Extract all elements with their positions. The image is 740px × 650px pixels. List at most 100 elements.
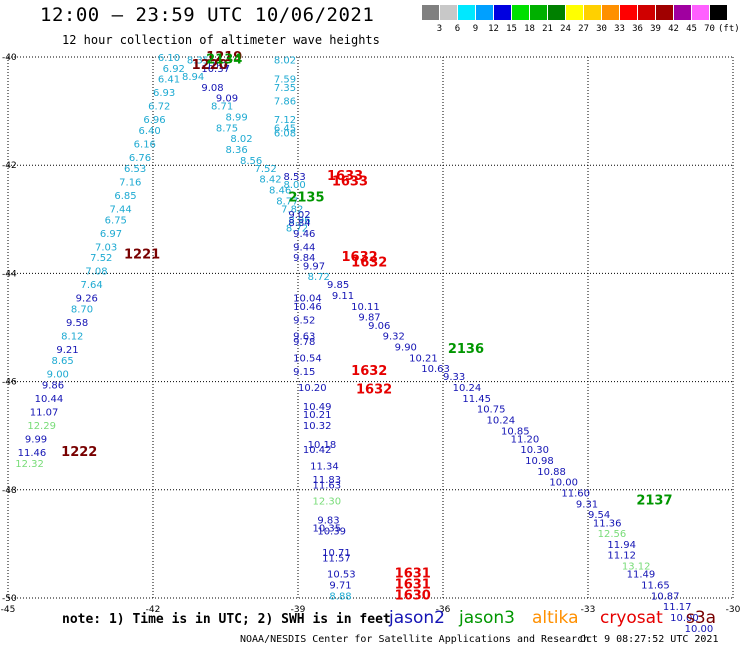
wave-height-label: 10.24: [453, 383, 482, 394]
wave-height-label: 10.30: [520, 445, 549, 456]
wave-height-label: 8.42: [259, 175, 281, 186]
wave-height-label: 7.59: [274, 75, 296, 86]
pass-time-label: 2136: [448, 342, 484, 357]
wave-height-label: 7.44: [110, 204, 132, 215]
wave-height-label: 10.54: [293, 353, 322, 364]
page-subtitle: 12 hour collection of altimeter wave hei…: [62, 33, 380, 47]
scale-swatch: [422, 5, 439, 20]
legend-item-jason3: jason3: [459, 608, 515, 628]
wave-height-label: 11.83: [313, 475, 342, 486]
scale-swatch: [530, 5, 547, 20]
wave-height-label: 8.77: [276, 196, 298, 207]
wave-height-label: 11.34: [310, 461, 339, 472]
wave-height-label: 6.53: [124, 164, 146, 175]
lon-tick-label: -36: [436, 605, 451, 615]
wave-height-label: 7.64: [81, 280, 103, 291]
wave-height-label: 8.72: [286, 223, 308, 234]
wave-height-label: 7.08: [85, 267, 107, 278]
wave-height-label: 9.99: [25, 434, 47, 445]
lon-tick-label: -42: [146, 605, 161, 615]
wave-height-label: 10.53: [327, 570, 356, 581]
scale-swatch: [566, 5, 583, 20]
wave-height-label: 9.33: [443, 372, 465, 383]
page-title: 12:00 — 23:59 UTC 10/06/2021: [40, 4, 375, 26]
wave-height-label: 10.00: [670, 613, 699, 624]
scale-swatch: [584, 5, 601, 20]
wave-height-label: 11.57: [322, 553, 351, 564]
wave-height-label: 8.02: [274, 56, 296, 67]
scale-label: 39: [650, 24, 661, 34]
wave-height-label: 8.94: [182, 72, 204, 83]
lat-tick-label: -44: [2, 269, 17, 279]
wave-height-label: 8.46: [269, 186, 291, 197]
credit-line: NOAA/NESDIS Center for Satellite Applica…: [240, 634, 590, 645]
scale-swatch: [476, 5, 493, 20]
wave-height-label: 10.98: [525, 456, 554, 467]
wave-height-label: 11.20: [511, 434, 540, 445]
pass-time-label: 1633: [327, 169, 363, 184]
wave-height-label: 6.76: [129, 153, 151, 164]
wave-height-label: 7.52: [255, 164, 277, 175]
wave-height-label: 10.21: [303, 410, 332, 421]
wave-height-label: 6.85: [114, 191, 136, 202]
wave-height-label: 8.99: [226, 113, 248, 124]
wave-height-label: 9.00: [47, 369, 69, 380]
wave-height-label: 12.29: [27, 421, 56, 432]
scale-unit: (ft): [718, 24, 740, 34]
wave-height-label: 10.71: [322, 548, 351, 559]
wave-height-label: 8.88: [329, 591, 351, 602]
wave-height-label: 9.31: [576, 499, 598, 510]
scale-label: 21: [542, 24, 553, 34]
wave-height-label: 10.46: [293, 302, 322, 313]
scale-swatch: [512, 5, 529, 20]
wave-height-label: 9.87: [358, 313, 380, 324]
wave-height-label: 11.46: [18, 448, 47, 459]
pass-time-label: 1222: [61, 445, 97, 460]
scale-label: 15: [506, 24, 517, 34]
wave-height-label: 11.12: [607, 551, 636, 562]
footnote: note: 1) Time is in UTC; 2) SWH is in fe…: [62, 612, 391, 627]
wave-height-label: 12.30: [313, 497, 342, 508]
wave-height-label: 8.65: [52, 356, 74, 367]
wave-height-label: 11.94: [607, 540, 636, 551]
pass-time-label: 1630: [395, 588, 431, 603]
pass-time-label: 1631: [395, 577, 431, 592]
wave-height-label: 13.12: [622, 562, 651, 573]
wave-height-label: 9.90: [395, 342, 417, 353]
wave-height-label: 6.08: [274, 129, 296, 140]
scale-label: 12: [488, 24, 499, 34]
scale-label: 6: [454, 24, 461, 34]
wave-height-label: 6.92: [163, 64, 185, 75]
wave-height-label: 9.46: [293, 229, 315, 240]
wave-height-label: 10.39: [317, 526, 346, 537]
scale-swatch: [674, 5, 691, 20]
wave-height-label: 10.00: [549, 478, 578, 489]
wave-height-label: 10.87: [651, 591, 680, 602]
pass-time-label: 1632: [351, 364, 387, 379]
wave-height-label: 8.12: [61, 332, 83, 343]
wave-height-label: 9.54: [588, 510, 610, 521]
wave-height-label: 8.96: [288, 215, 310, 226]
wave-height-label: 11.49: [627, 570, 656, 581]
wave-height-label: 9.58: [66, 318, 88, 329]
wave-height-label: 10.42: [303, 445, 332, 456]
wave-height-label: 10.85: [501, 426, 530, 437]
scale-swatch: [440, 5, 457, 20]
lat-tick-label: -48: [2, 486, 17, 496]
wave-height-label: 10.88: [537, 467, 566, 478]
wave-height-label: 7.12: [274, 115, 296, 126]
wave-height-label: 10.63: [421, 364, 450, 375]
wave-height-label: 6.75: [105, 215, 127, 226]
wave-height-label: 10.3: [206, 61, 228, 72]
scale-label: 33: [614, 24, 625, 34]
wave-height-label: 10.35: [313, 524, 342, 535]
wave-height-label: 8.02: [230, 134, 252, 145]
wave-height-label: 9.32: [383, 332, 405, 343]
wave-height-label: 12.56: [598, 529, 627, 540]
wave-height-label: 6.72: [148, 102, 170, 113]
wave-height-label: 9.97: [303, 261, 325, 272]
scale-label: 18: [524, 24, 535, 34]
wave-height-label: 9.02: [288, 210, 310, 221]
wave-height-label: 10.75: [477, 405, 506, 416]
wave-height-label: 10.11: [351, 302, 380, 313]
